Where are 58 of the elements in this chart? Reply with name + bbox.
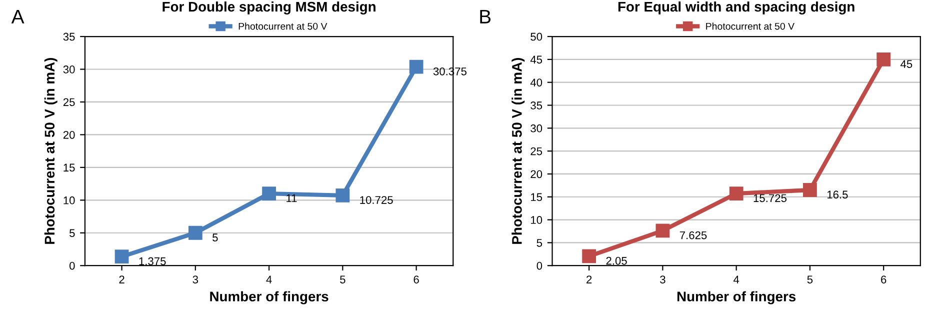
data-label: 10.725 [360,196,393,204]
data-label: 15.725 [754,194,787,202]
y-axis-title: Photocurrent at 50 V (in mA) [512,58,525,244]
point [656,224,670,238]
data-label: 7.625 [680,231,707,240]
x-tick-label: 2 [586,276,592,284]
y-axis-title: Photocurrent at 50 V (in mA) [44,58,58,244]
text: A [11,10,24,24]
point [729,186,744,200]
y-tick-label: 10 [64,196,75,204]
point [262,186,276,201]
y-tick-label: 25 [530,147,542,156]
x-tick-label: 6 [414,276,419,284]
legend-label: Photocurrent at 50 V [706,22,794,30]
x-tick-label: 4 [266,276,272,284]
text: B [480,10,491,24]
y-tick-label: 20 [530,170,542,178]
legend-label: Photocurrent at 50 V [238,22,328,30]
y-tick-label: 0 [69,262,75,270]
x-axis-title: Number of fingers [677,291,796,304]
y-tick-label: 35 [63,32,75,41]
point [582,249,596,264]
x-tick-label: 4 [733,276,740,284]
x-tick-label: 6 [881,276,886,284]
point [114,250,129,264]
y-tick-label: 20 [63,130,75,139]
y-tick-label: 5 [536,239,542,247]
point [876,52,891,66]
data-label: 16.5 [827,190,848,199]
x-tick-label: 5 [807,276,813,284]
y-tick-label: 50 [530,32,542,41]
y-tick-label: 15 [531,193,542,202]
y-tick-label: 30 [63,66,75,74]
data-label: 1.375 [139,257,166,266]
data-label: 45 [900,60,912,68]
x-tick-label: 2 [119,276,124,284]
y-tick-label: 5 [70,229,75,238]
point [188,226,202,240]
y-tick-label: 15 [64,164,75,172]
chart-title: For Equal width and spacing design [618,1,854,14]
chart-title: For Double spacing MSM design [162,1,376,14]
y-tick-label: 10 [531,216,542,224]
y-tick-label: 30 [530,124,542,132]
data-label: 11 [286,194,297,202]
x-tick-label: 5 [340,276,346,284]
data-label: 5 [212,234,218,242]
point [336,188,350,202]
y-tick-label: 0 [536,262,542,270]
y-tick-label: 45 [530,56,542,64]
point [409,60,424,74]
data-label: 2.05 [606,256,627,265]
x-axis-title: Number of fingers [210,291,328,304]
x-tick-label: 3 [192,276,198,284]
x-tick-label: 3 [660,276,666,284]
y-tick-label: 35 [530,102,542,110]
y-tick-label: 40 [530,78,542,86]
y-tick-label: 25 [63,98,75,106]
point [803,183,817,197]
